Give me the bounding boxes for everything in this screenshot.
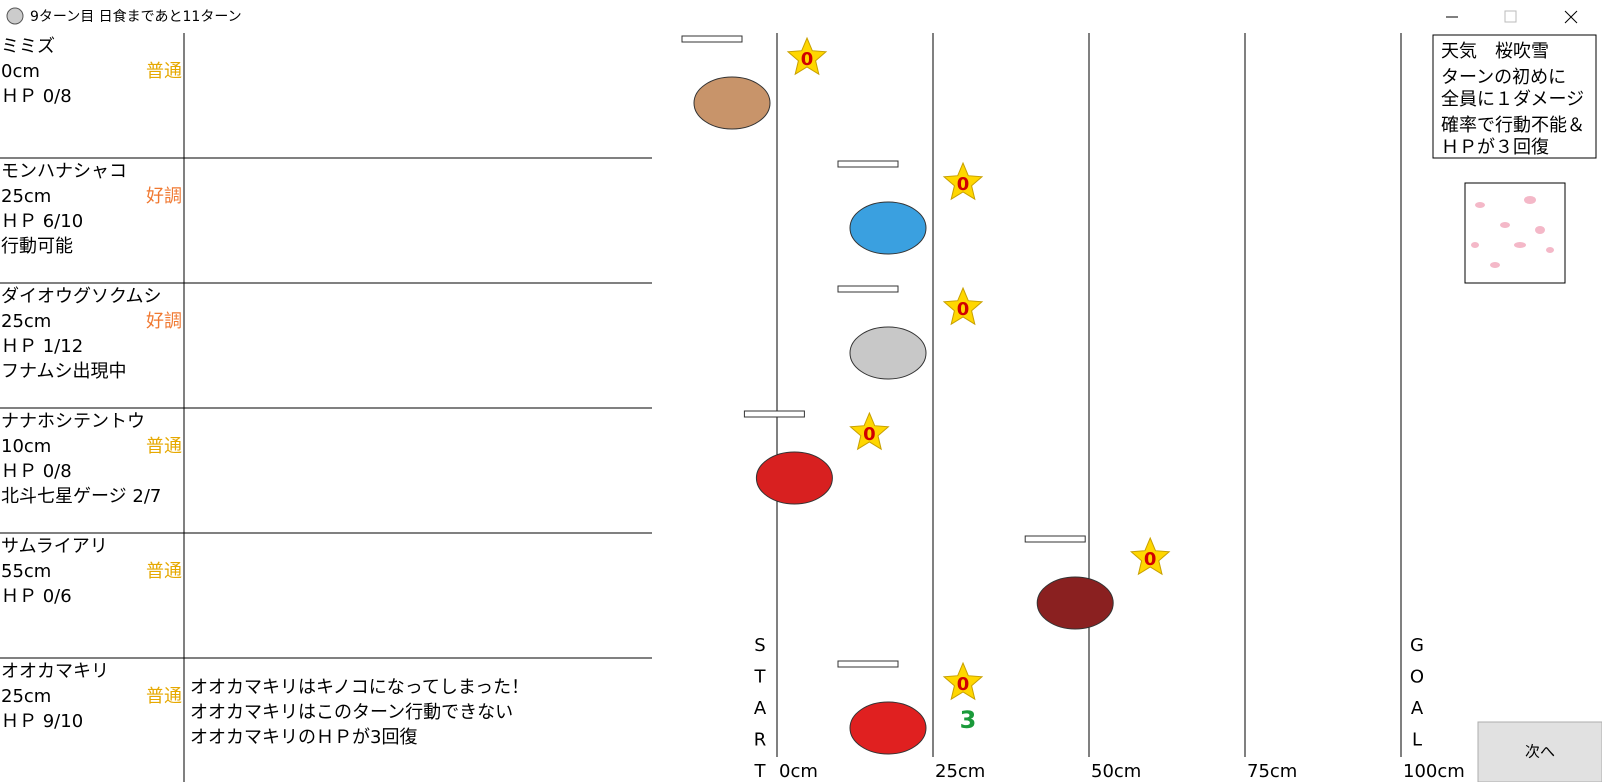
- weather-icon: [1464, 182, 1566, 284]
- creature-sprite: [1036, 576, 1114, 630]
- badge-count: 0: [957, 674, 970, 695]
- creature-hp: ＨＰ 0/8: [1, 86, 72, 107]
- badge-count: 0: [957, 299, 970, 320]
- creature-sprite: [849, 701, 927, 755]
- badge-star: [1129, 536, 1171, 576]
- creature-status: フナムシ出現中: [1, 361, 126, 382]
- creature-position: 25cm: [1, 186, 51, 207]
- creature-hp: ＨＰ 1/12: [1, 336, 83, 357]
- creature-hp: ＨＰ 9/10: [1, 711, 83, 732]
- weather-text: 天気 桜吹雪: [1441, 41, 1549, 62]
- track-label: 50cm: [1091, 761, 1141, 782]
- badge-count-2: 3: [960, 706, 977, 734]
- hp-bar: [837, 160, 899, 168]
- goal-letter: A: [1411, 698, 1424, 719]
- creature-status: 北斗七星ゲージ 2/7: [1, 486, 161, 507]
- creature-hp: ＨＰ 6/10: [1, 211, 83, 232]
- track-label: 0cm: [779, 761, 818, 782]
- weather-box: [1432, 34, 1597, 159]
- badge-star: [942, 661, 984, 701]
- start-letter: R: [754, 730, 767, 751]
- creature-condition: 普通: [146, 686, 182, 707]
- start-letter: A: [754, 698, 767, 719]
- goal-letter: O: [1410, 667, 1424, 688]
- creature-status: 行動可能: [1, 236, 73, 257]
- creature-condition: 普通: [146, 436, 182, 457]
- badge-count: 0: [863, 424, 876, 445]
- message: オオカマキリはキノコになってしまった！: [190, 677, 529, 698]
- weather-text: ＨＰが３回復: [1441, 137, 1549, 158]
- message: オオカマキリのＨＰが3回復: [190, 727, 417, 748]
- next-button-label[interactable]: 次へ: [1525, 743, 1555, 761]
- creature-position: 25cm: [1, 311, 51, 332]
- weather-text: ターンの初めに: [1441, 67, 1566, 88]
- creature-condition: 普通: [146, 561, 182, 582]
- track-label: 75cm: [1247, 761, 1297, 782]
- creature-position: 10cm: [1, 436, 51, 457]
- start-letter: T: [754, 761, 767, 782]
- creature-name: ナナホシテントウ: [1, 411, 145, 432]
- app-icon: [6, 7, 24, 25]
- badge-count: 0: [1144, 549, 1157, 570]
- creature-sprite: [849, 326, 927, 380]
- creature-hp: ＨＰ 0/8: [1, 461, 72, 482]
- badge-count: 0: [957, 174, 970, 195]
- hp-bar: [837, 285, 899, 293]
- goal-letter: L: [1412, 730, 1422, 751]
- creature-condition: 好調: [146, 186, 182, 207]
- track-label: 100cm: [1403, 761, 1465, 782]
- petals: [1471, 196, 1554, 268]
- creature-name: モンハナシャコ: [1, 161, 127, 182]
- creature-hp: ＨＰ 0/6: [1, 586, 72, 607]
- creature-sprite: [755, 451, 833, 505]
- goal-letter: G: [1410, 635, 1424, 656]
- close[interactable]: [1564, 10, 1578, 24]
- badge-star: [942, 286, 984, 326]
- creature-name: オオカマキリ: [1, 661, 109, 682]
- badge-star: [786, 36, 828, 76]
- creature-position: 0cm: [1, 61, 40, 82]
- maximize[interactable]: [1504, 10, 1517, 23]
- creature-sprite: [849, 201, 927, 255]
- creature-position: 25cm: [1, 686, 51, 707]
- window-title: 9ターン目 日食まであと11ターン: [30, 8, 242, 25]
- creature-condition: 好調: [146, 311, 182, 332]
- title-bar: [0, 0, 1602, 33]
- badge-star: [849, 411, 890, 451]
- message: オオカマキリはこのターン行動できない: [190, 702, 513, 723]
- hp-bar: [681, 35, 743, 43]
- badge-star: [942, 161, 984, 201]
- badge-count: 0: [801, 49, 814, 70]
- creature-sprite: [693, 76, 771, 130]
- hp-bar: [1024, 535, 1086, 543]
- start-letter: T: [754, 667, 767, 688]
- start-letter: S: [754, 635, 765, 656]
- creature-position: 55cm: [1, 561, 51, 582]
- creature-name: サムライアリ: [1, 536, 108, 557]
- weather-text: 確率で行動不能＆: [1441, 115, 1585, 136]
- creature-condition: 普通: [146, 61, 182, 82]
- creature-name: ミミズ: [1, 36, 55, 57]
- hp-bar: [743, 410, 805, 418]
- next-button[interactable]: [1477, 721, 1602, 782]
- weather-text: 全員に１ダメージ: [1441, 89, 1584, 110]
- creature-name: ダイオウグソクムシ: [1, 286, 162, 307]
- hp-bar: [837, 660, 899, 668]
- track-label: 25cm: [935, 761, 985, 782]
